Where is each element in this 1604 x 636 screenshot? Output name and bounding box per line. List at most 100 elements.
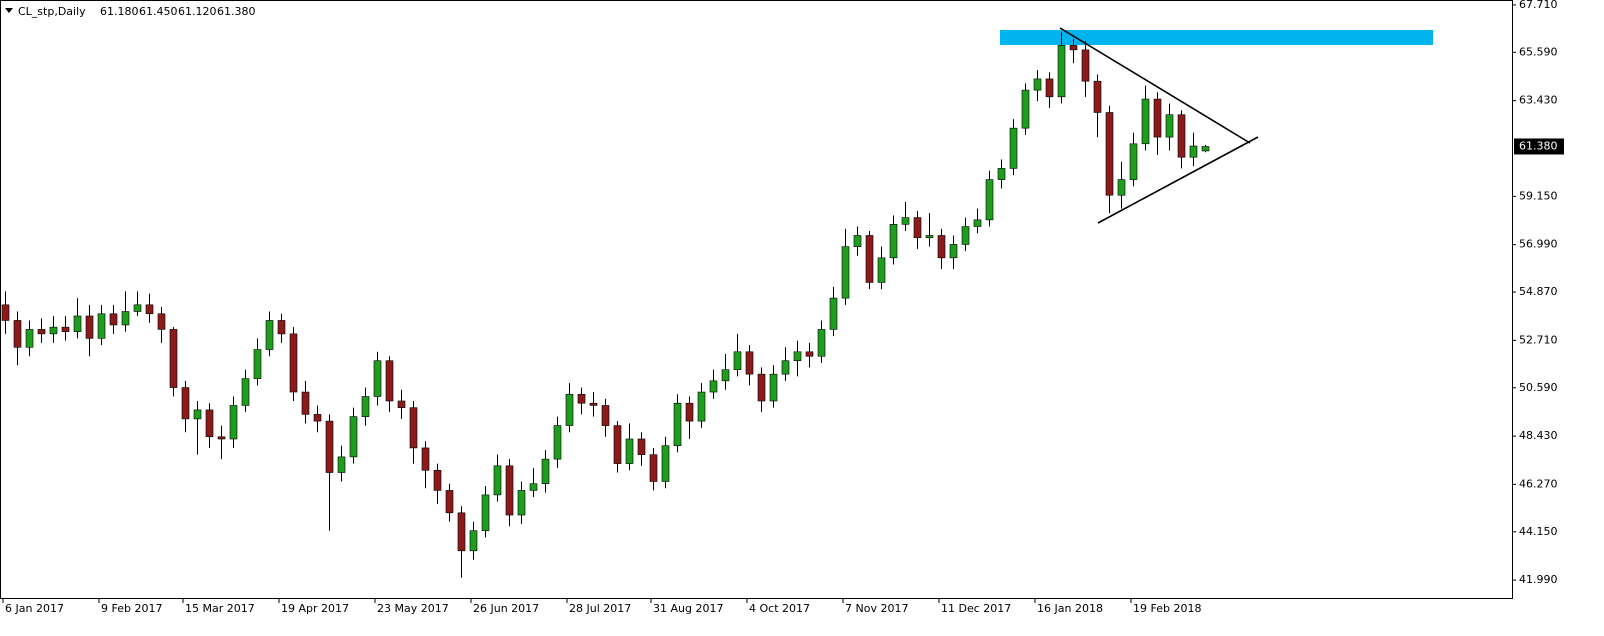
x-tick-label: 19 Feb 2018 (1133, 602, 1201, 615)
candle-body (829, 297, 838, 330)
y-tick-label: 44.150 (1519, 525, 1558, 538)
candle-body (25, 329, 34, 348)
candle-body (205, 409, 214, 438)
candle-body (157, 313, 166, 330)
x-tick-label: 4 Oct 2017 (749, 602, 810, 615)
candle-body (925, 235, 934, 239)
candle-body (517, 490, 526, 516)
candle-body (265, 320, 274, 350)
candle-body (85, 315, 94, 339)
x-tick-label: 15 Mar 2017 (185, 602, 255, 615)
candle-body (1105, 112, 1114, 196)
candle-body (877, 257, 886, 283)
trend-line-lower (1097, 136, 1259, 224)
candle-body (637, 438, 646, 455)
symbol: CL_stp,Daily (18, 5, 86, 18)
candle-body (181, 387, 190, 420)
candle-body (397, 400, 406, 408)
candle-body (1141, 98, 1150, 145)
x-tick-label: 31 Aug 2017 (653, 602, 723, 615)
candle-body (757, 373, 766, 402)
candle-body (853, 235, 862, 247)
candle-body (769, 373, 778, 402)
candle-body (889, 224, 898, 259)
candle-body (505, 465, 514, 516)
current-price-box (1514, 138, 1564, 155)
y-tick-label: 41.990 (1519, 573, 1558, 586)
candle-body (673, 402, 682, 447)
x-tick-label: 26 Jun 2017 (473, 602, 539, 615)
candle-body (193, 409, 202, 420)
candle-body (1153, 98, 1162, 138)
y-tick-label: 59.150 (1519, 189, 1558, 202)
candle-body (217, 436, 226, 440)
candle-body (253, 349, 262, 379)
header-value: 61.380 (217, 5, 256, 18)
trend-line-upper (1059, 27, 1251, 144)
candle-body (133, 304, 142, 312)
current-price-label: 61.380 (1519, 139, 1558, 152)
candle-body (865, 235, 874, 283)
candle-body (1057, 45, 1066, 98)
header-value: 61.180 (100, 5, 139, 18)
candle-body (337, 456, 346, 473)
x-tick-label: 11 Dec 2017 (941, 602, 1011, 615)
candle-body (421, 447, 430, 471)
candle-body (781, 360, 790, 375)
candle-body (661, 445, 670, 482)
y-tick-label: 52.710 (1519, 333, 1558, 346)
candle-body (1093, 80, 1102, 113)
y-tick-label: 46.270 (1519, 477, 1558, 490)
candle-body (1021, 89, 1030, 129)
header-value: 61.120 (178, 5, 217, 18)
candle-body (805, 351, 814, 357)
candle-body (325, 420, 334, 473)
candle-body (697, 391, 706, 422)
candle-body (169, 329, 178, 388)
candle-body (97, 313, 106, 339)
y-tick-label: 63.430 (1519, 94, 1558, 107)
candle-body (709, 380, 718, 393)
candle-body (145, 304, 154, 315)
candle-body (1, 304, 10, 321)
candle-body (313, 414, 322, 422)
candle-body (1009, 127, 1018, 169)
candle-body (937, 235, 946, 259)
candle-body (841, 246, 850, 299)
candle-body (229, 405, 238, 440)
candle-body (961, 226, 970, 245)
candle-body (37, 329, 46, 335)
candle-body (529, 483, 538, 491)
candle-body (745, 351, 754, 375)
candle-body (61, 326, 70, 332)
candle-body (301, 391, 310, 415)
x-tick-label: 9 Feb 2017 (101, 602, 162, 615)
y-tick-label: 65.590 (1519, 45, 1558, 58)
candle-body (1189, 145, 1198, 158)
candle-body (721, 369, 730, 382)
x-tick-label: 28 Jul 2017 (569, 602, 631, 615)
candle-body (625, 438, 634, 464)
candle-body (241, 378, 250, 406)
menu-triangle (5, 8, 13, 13)
candle-body (613, 425, 622, 464)
candle-body (733, 351, 742, 370)
y-tick-label: 48.430 (1519, 429, 1558, 442)
candle-body (565, 393, 574, 426)
candle-body (1081, 49, 1090, 82)
candle-body (1117, 179, 1126, 196)
plot-area (0, 0, 1513, 599)
x-tick-label: 6 Jan 2017 (5, 602, 64, 615)
candle-body (481, 494, 490, 531)
candle-body (469, 530, 478, 552)
candle-body (1177, 114, 1186, 158)
x-tick-label: 19 Apr 2017 (281, 602, 349, 615)
resistance-zone (1000, 29, 1433, 45)
candle-body (1069, 45, 1078, 51)
candle-body (13, 320, 22, 348)
candle-body (49, 326, 58, 335)
candle-body (949, 244, 958, 259)
candle-body (817, 329, 826, 357)
candle-body (385, 360, 394, 402)
